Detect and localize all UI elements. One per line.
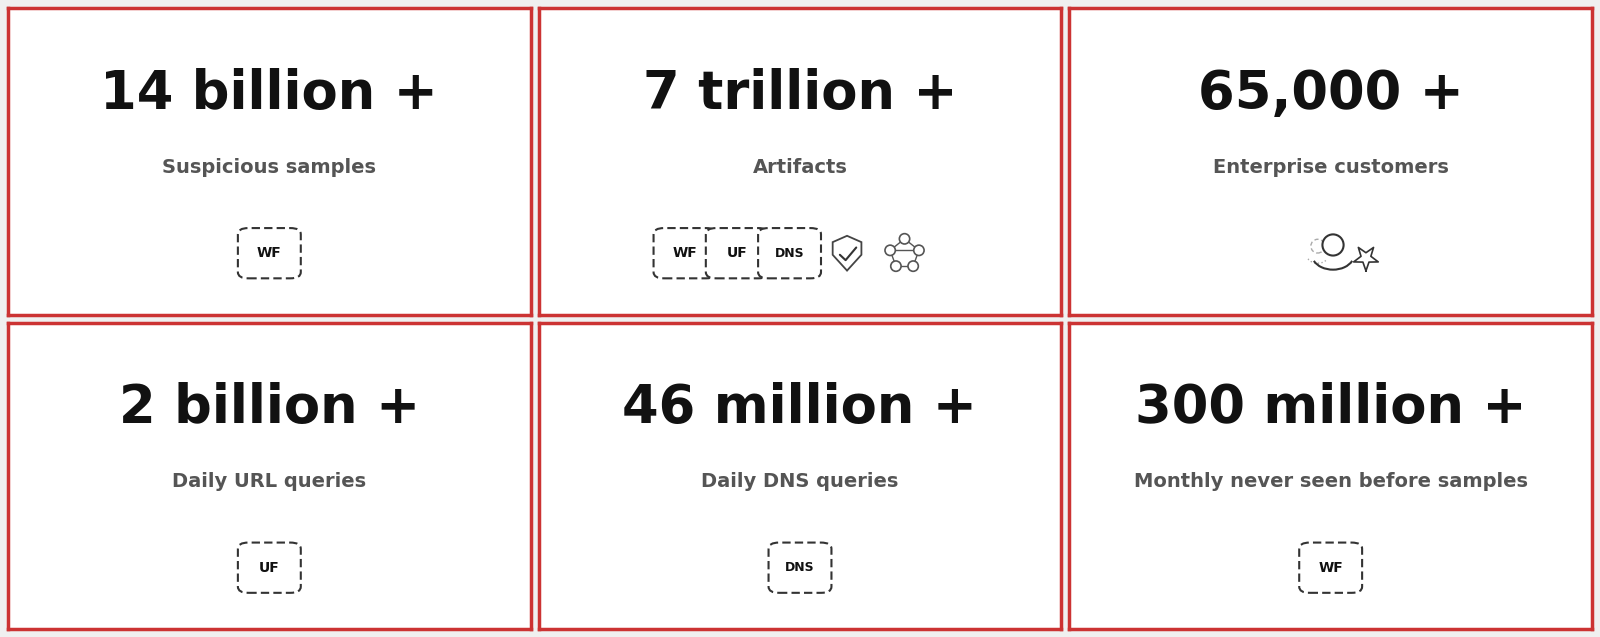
Text: WF: WF bbox=[672, 246, 698, 260]
Ellipse shape bbox=[1310, 240, 1325, 253]
Text: UF: UF bbox=[259, 561, 280, 575]
FancyBboxPatch shape bbox=[706, 228, 768, 278]
Text: 65,000 +: 65,000 + bbox=[1198, 68, 1464, 120]
Text: 46 million +: 46 million + bbox=[622, 382, 978, 434]
Text: DNS: DNS bbox=[774, 247, 805, 260]
Text: 7 trillion +: 7 trillion + bbox=[643, 68, 957, 120]
Text: Monthly never seen before samples: Monthly never seen before samples bbox=[1134, 473, 1528, 491]
FancyBboxPatch shape bbox=[238, 543, 301, 593]
FancyBboxPatch shape bbox=[653, 228, 717, 278]
Text: Daily DNS queries: Daily DNS queries bbox=[701, 473, 899, 491]
Ellipse shape bbox=[899, 234, 910, 244]
Text: Enterprise customers: Enterprise customers bbox=[1213, 158, 1448, 177]
Ellipse shape bbox=[907, 261, 918, 271]
Text: 300 million +: 300 million + bbox=[1134, 382, 1526, 434]
FancyBboxPatch shape bbox=[238, 228, 301, 278]
Text: 14 billion +: 14 billion + bbox=[101, 68, 438, 120]
Polygon shape bbox=[832, 236, 861, 271]
Text: Artifacts: Artifacts bbox=[752, 158, 848, 177]
Text: 2 billion +: 2 billion + bbox=[118, 382, 419, 434]
Text: UF: UF bbox=[726, 246, 747, 260]
Ellipse shape bbox=[914, 245, 925, 255]
Ellipse shape bbox=[891, 261, 901, 271]
FancyBboxPatch shape bbox=[1299, 543, 1362, 593]
Text: Suspicious samples: Suspicious samples bbox=[162, 158, 376, 177]
Text: WF: WF bbox=[1318, 561, 1342, 575]
Text: Daily URL queries: Daily URL queries bbox=[173, 473, 366, 491]
FancyBboxPatch shape bbox=[768, 543, 832, 593]
Ellipse shape bbox=[885, 245, 896, 255]
Text: WF: WF bbox=[258, 246, 282, 260]
Ellipse shape bbox=[1323, 234, 1344, 255]
Text: DNS: DNS bbox=[786, 561, 814, 574]
FancyBboxPatch shape bbox=[758, 228, 821, 278]
